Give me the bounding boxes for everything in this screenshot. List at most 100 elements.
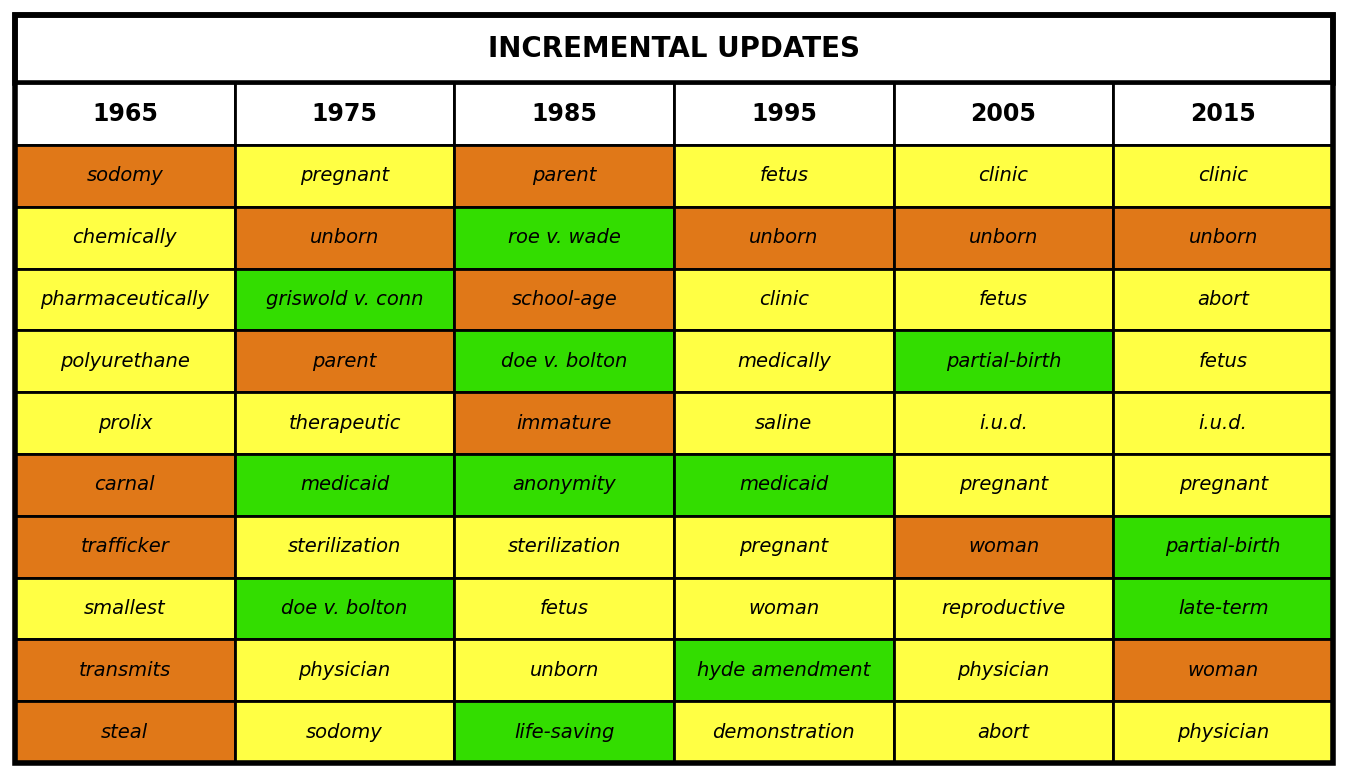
Bar xyxy=(235,454,454,516)
Text: demonstration: demonstration xyxy=(713,723,855,741)
Text: partial-birth: partial-birth xyxy=(1166,537,1281,556)
Bar xyxy=(894,640,1113,701)
Bar xyxy=(15,640,235,701)
Text: prolix: prolix xyxy=(97,414,152,433)
Text: fetus: fetus xyxy=(539,599,589,618)
Text: unborn: unborn xyxy=(969,228,1038,247)
Bar xyxy=(894,577,1113,640)
Bar xyxy=(454,454,674,516)
Bar xyxy=(454,331,674,392)
Text: sodomy: sodomy xyxy=(86,166,163,185)
Text: fetus: fetus xyxy=(759,166,809,185)
Bar xyxy=(454,268,674,331)
Bar xyxy=(1113,145,1333,207)
Bar xyxy=(894,516,1113,577)
Text: doe v. bolton: doe v. bolton xyxy=(282,599,407,618)
Text: physician: physician xyxy=(957,661,1050,680)
Bar xyxy=(894,701,1113,763)
Text: partial-birth: partial-birth xyxy=(946,352,1061,371)
Text: pregnant: pregnant xyxy=(958,475,1047,494)
Text: parent: parent xyxy=(532,166,596,185)
Text: 2005: 2005 xyxy=(971,102,1037,126)
Bar xyxy=(1113,640,1333,701)
Text: pregnant: pregnant xyxy=(1178,475,1267,494)
Text: polyurethane: polyurethane xyxy=(59,352,190,371)
Text: 1965: 1965 xyxy=(92,102,158,126)
Text: school-age: school-age xyxy=(511,290,617,309)
Text: physician: physician xyxy=(1177,723,1270,741)
Bar xyxy=(454,83,674,145)
Bar xyxy=(15,83,235,145)
Bar xyxy=(15,268,235,331)
Bar xyxy=(235,392,454,454)
Bar xyxy=(235,701,454,763)
Text: sterilization: sterilization xyxy=(507,537,621,556)
Bar xyxy=(235,83,454,145)
Bar xyxy=(15,392,235,454)
Bar xyxy=(674,640,894,701)
Text: therapeutic: therapeutic xyxy=(288,414,400,433)
Text: trafficker: trafficker xyxy=(81,537,170,556)
Bar xyxy=(894,145,1113,207)
Bar xyxy=(235,331,454,392)
Text: medicaid: medicaid xyxy=(299,475,390,494)
Bar xyxy=(454,577,674,640)
Bar xyxy=(674,454,894,516)
Bar xyxy=(15,331,235,392)
Text: 1995: 1995 xyxy=(751,102,817,126)
Text: fetus: fetus xyxy=(979,290,1029,309)
Text: physician: physician xyxy=(298,661,391,680)
Text: roe v. wade: roe v. wade xyxy=(508,228,620,247)
Text: 1975: 1975 xyxy=(311,102,377,126)
Bar xyxy=(674,207,894,268)
Text: clinic: clinic xyxy=(979,166,1029,185)
Bar xyxy=(674,145,894,207)
Text: sterilization: sterilization xyxy=(288,537,402,556)
Bar xyxy=(674,268,894,331)
Text: woman: woman xyxy=(1188,661,1259,680)
Bar xyxy=(674,701,894,763)
Text: INCREMENTAL UPDATES: INCREMENTAL UPDATES xyxy=(488,35,860,63)
Text: medically: medically xyxy=(737,352,830,371)
Text: woman: woman xyxy=(748,599,820,618)
Text: unborn: unborn xyxy=(310,228,379,247)
Bar xyxy=(894,268,1113,331)
Text: hyde amendment: hyde amendment xyxy=(697,661,871,680)
Text: reproductive: reproductive xyxy=(941,599,1066,618)
Text: immature: immature xyxy=(516,414,612,433)
Text: 2015: 2015 xyxy=(1190,102,1256,126)
Text: abort: abort xyxy=(977,723,1030,741)
Bar xyxy=(235,268,454,331)
Bar xyxy=(235,640,454,701)
Bar xyxy=(1113,701,1333,763)
Bar xyxy=(454,516,674,577)
Text: life-saving: life-saving xyxy=(514,723,615,741)
Text: clinic: clinic xyxy=(1198,166,1248,185)
Bar xyxy=(15,577,235,640)
Bar xyxy=(894,207,1113,268)
Text: unborn: unborn xyxy=(530,661,599,680)
Bar xyxy=(15,516,235,577)
Bar xyxy=(894,392,1113,454)
Text: pregnant: pregnant xyxy=(739,537,829,556)
Text: saline: saline xyxy=(755,414,813,433)
Bar xyxy=(674,392,894,454)
Text: clinic: clinic xyxy=(759,290,809,309)
Bar xyxy=(15,15,1333,83)
Text: fetus: fetus xyxy=(1198,352,1248,371)
Bar xyxy=(674,516,894,577)
Bar xyxy=(15,207,235,268)
Text: parent: parent xyxy=(313,352,376,371)
Bar xyxy=(15,145,235,207)
Bar xyxy=(674,577,894,640)
Text: pregnant: pregnant xyxy=(301,166,390,185)
Bar xyxy=(15,454,235,516)
Text: carnal: carnal xyxy=(94,475,155,494)
Bar xyxy=(454,701,674,763)
Text: doe v. bolton: doe v. bolton xyxy=(501,352,627,371)
Bar xyxy=(674,331,894,392)
Text: smallest: smallest xyxy=(84,599,166,618)
Bar xyxy=(1113,516,1333,577)
Bar xyxy=(235,516,454,577)
Text: griswold v. conn: griswold v. conn xyxy=(266,290,423,309)
